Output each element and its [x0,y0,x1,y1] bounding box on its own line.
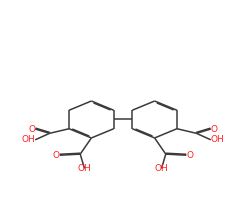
Text: OH: OH [211,135,225,144]
Text: OH: OH [155,164,168,173]
Text: O: O [28,125,35,134]
Text: O: O [186,151,193,160]
Text: OH: OH [78,164,91,173]
Text: O: O [53,151,60,160]
Text: O: O [211,125,218,134]
Text: OH: OH [21,135,35,144]
